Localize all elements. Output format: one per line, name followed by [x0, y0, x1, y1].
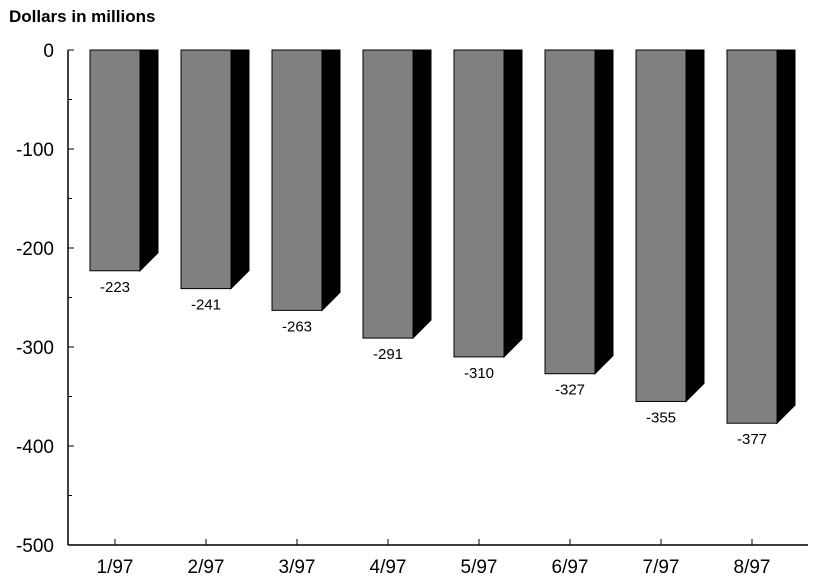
- y-tick-label: 0: [43, 41, 54, 62]
- x-tick-label: 2/97: [188, 557, 225, 578]
- bar-side-7-97: [685, 49, 705, 403]
- x-tick-label: 8/97: [734, 557, 771, 578]
- y-tick-label: -300: [16, 338, 54, 359]
- bar-side-3-97: [321, 49, 341, 312]
- bar-7-97: [635, 49, 687, 402]
- y-tick-label: -400: [16, 437, 54, 458]
- y-tick-label: -200: [16, 239, 54, 260]
- bar-4-97: [362, 49, 414, 339]
- bar-side-6-97: [594, 49, 614, 375]
- bar-side-1-97: [139, 49, 159, 272]
- bar-3-97: [271, 49, 323, 311]
- bar-5-97: [453, 49, 505, 358]
- x-tick-label: 5/97: [461, 557, 498, 578]
- data-label: -263: [282, 318, 312, 335]
- data-label: -355: [646, 409, 676, 426]
- data-label: -241: [191, 297, 221, 314]
- y-tick-label: -500: [16, 536, 54, 557]
- data-label: -377: [737, 431, 767, 448]
- bar-side-2-97: [230, 49, 250, 290]
- bar-6-97: [544, 49, 596, 375]
- bar-side-8-97: [776, 49, 796, 425]
- bar-side-5-97: [503, 49, 523, 359]
- x-tick-label: 1/97: [97, 557, 134, 578]
- bar-1-97: [89, 49, 141, 272]
- data-label: -291: [373, 346, 403, 363]
- y-axis-unit-label: Dollars in millions: [9, 7, 156, 26]
- axes-group: [67, 49, 808, 546]
- x-tick-label: 4/97: [370, 557, 407, 578]
- data-label: -327: [555, 382, 585, 399]
- y-tick-label: -100: [16, 140, 54, 161]
- x-tick-label: 6/97: [552, 557, 589, 578]
- bar-2-97: [180, 49, 232, 290]
- labels-group: -223 -241 -263 -291 -310 -327 -355 -377 0 -100 -20…: [16, 41, 771, 578]
- x-tick-label: 7/97: [643, 557, 680, 578]
- data-label: -310: [464, 365, 494, 382]
- bars-group: [89, 49, 796, 425]
- data-label: -223: [100, 279, 130, 296]
- x-tick-label: 3/97: [279, 557, 316, 578]
- bar-8-97: [726, 49, 778, 424]
- bar-side-4-97: [412, 49, 432, 340]
